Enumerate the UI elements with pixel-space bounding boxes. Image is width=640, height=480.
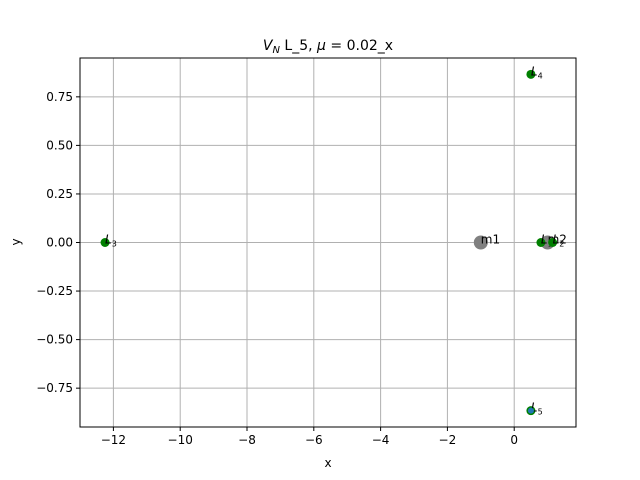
x-ticks: −12 −10 −8 −6 −4 −2 0 [101, 427, 518, 447]
y-tick-label: 0.00 [46, 236, 73, 250]
lagrange-label-base: L [531, 401, 538, 415]
lagrange-label-base: L [541, 233, 548, 247]
lagrange-point-L2 [548, 238, 558, 247]
mass-marker-m1 [473, 235, 488, 250]
lagrange-label-sub: 2 [559, 240, 564, 249]
lagrange-label-sub: 3 [112, 240, 117, 249]
x-tick-label: −4 [372, 433, 390, 447]
y-tick-label: 0.50 [46, 138, 73, 152]
x-tick-label: −12 [101, 433, 126, 447]
current-point-marker [527, 407, 534, 414]
x-tick-label: 0 [510, 433, 518, 447]
y-tick-label: −0.75 [36, 381, 73, 395]
x-tick-label: −6 [305, 433, 323, 447]
title-mu: μ [316, 38, 326, 54]
y-tick-label: −0.50 [36, 333, 73, 347]
lagrange-label-L4: L4 [531, 64, 543, 80]
x-tick-label: −8 [238, 433, 256, 447]
grid [80, 58, 576, 427]
y-tick-label: 0.75 [46, 90, 73, 104]
title-rest2: = 0.02_x [326, 38, 393, 54]
lagrange-label-base: L [553, 233, 560, 247]
x-tick-label: −2 [439, 433, 457, 447]
chart-title: VN L_5, μ = 0.02_x [263, 38, 393, 56]
lagrange-label-sub: 5 [538, 408, 543, 417]
mass-label-m1: m1 [481, 233, 500, 247]
y-axis-label: y [9, 238, 23, 245]
axes-frame [79, 57, 577, 428]
title-rest: L_5, [280, 38, 317, 54]
lagrange-point-L4 [526, 69, 536, 79]
x-tick-label: −10 [168, 433, 193, 447]
lagrange-label-base: L [531, 64, 538, 78]
lagrange-label-L2: L2 [553, 233, 565, 249]
title-main-sub: N [273, 45, 281, 56]
title-main: V [263, 38, 274, 54]
y-ticks: 0.75 0.50 0.25 0.00 −0.25 −0.50 −0.75 [36, 90, 80, 395]
data-points: m1m2L1L2L3L4L5 [100, 64, 567, 417]
y-tick-label: 0.25 [46, 187, 73, 201]
lagrange-label-L5: L5 [531, 401, 543, 417]
lagrange-point-L3 [100, 238, 110, 247]
x-axis-label: x [324, 456, 331, 470]
lagrange-point-L1 [536, 238, 546, 247]
lagrange-label-L3: L3 [105, 233, 117, 249]
y-tick-label: −0.25 [36, 284, 73, 298]
lagrange-label-base: L [105, 233, 112, 247]
lagrange-label-sub: 4 [538, 71, 543, 80]
